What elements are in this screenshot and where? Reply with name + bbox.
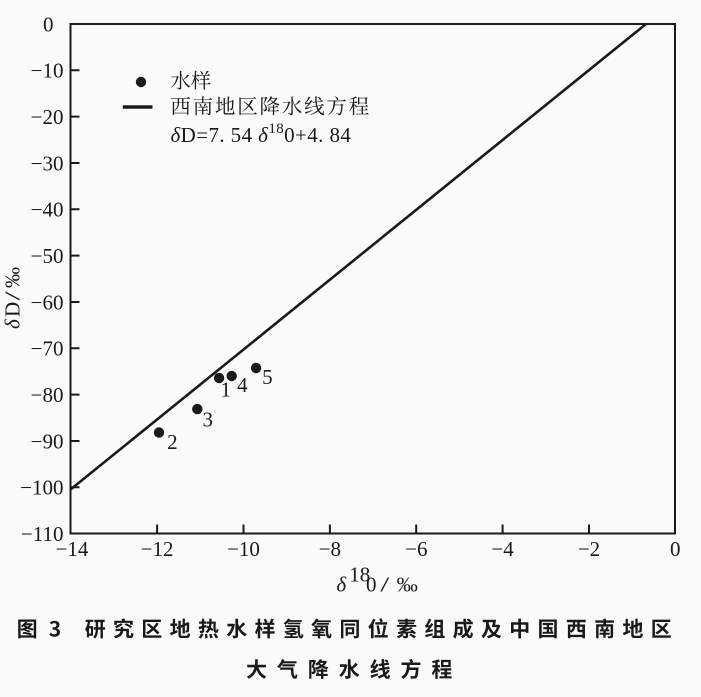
svg-text:D: D: [1, 302, 25, 317]
svg-text:−8: −8: [319, 537, 341, 561]
svg-text:2: 2: [167, 430, 178, 454]
svg-text:−12: −12: [141, 537, 174, 561]
svg-text:−80: −80: [31, 383, 64, 407]
svg-text:δD=7. 54 δ180+4. 84: δD=7. 54 δ180+4. 84: [171, 121, 352, 147]
svg-text:−6: −6: [405, 537, 427, 561]
svg-text:3: 3: [202, 408, 213, 432]
svg-text:−30: −30: [31, 151, 64, 175]
svg-text:−110: −110: [21, 522, 64, 546]
svg-text:−10: −10: [31, 59, 64, 83]
svg-text:1: 1: [220, 377, 231, 401]
svg-text:‰: ‰: [1, 267, 25, 288]
svg-text:−100: −100: [20, 476, 63, 500]
svg-text:δ: δ: [1, 318, 25, 329]
svg-text:δ: δ: [336, 573, 347, 597]
svg-text:/: /: [1, 291, 24, 301]
svg-text:0: 0: [366, 573, 377, 597]
svg-text:−90: −90: [31, 429, 64, 453]
svg-text:4: 4: [237, 373, 248, 397]
svg-text:−2: −2: [578, 537, 600, 561]
svg-text:5: 5: [262, 365, 273, 389]
svg-text:0: 0: [670, 537, 681, 561]
svg-text:−40: −40: [31, 198, 64, 222]
svg-text:−50: −50: [31, 244, 64, 268]
svg-text:−70: −70: [31, 337, 64, 361]
svg-text:−4: −4: [491, 537, 514, 561]
svg-text:0: 0: [43, 12, 54, 36]
svg-text:‰: ‰: [397, 573, 418, 597]
svg-text:−14: −14: [56, 537, 89, 561]
svg-text:18: 18: [349, 563, 370, 587]
svg-text:−60: −60: [31, 290, 64, 314]
svg-text:−10: −10: [227, 537, 260, 561]
svg-text:/: /: [380, 573, 390, 596]
svg-text:−20: −20: [31, 105, 64, 129]
